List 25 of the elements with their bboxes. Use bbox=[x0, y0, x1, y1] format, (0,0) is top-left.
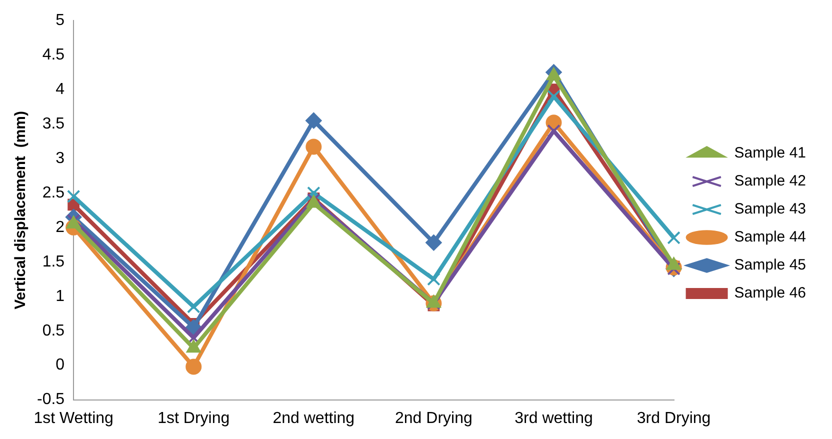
x-tick-label: 2nd wetting bbox=[272, 410, 355, 427]
y-tick-label: 3.5 bbox=[42, 115, 65, 132]
legend-label: Sample 43 bbox=[734, 200, 806, 218]
y-axis-title: Vertical displacement (mm) bbox=[12, 110, 30, 310]
x-tick-label: 1st Wetting bbox=[34, 410, 114, 427]
y-tick-label: 4 bbox=[56, 80, 65, 98]
x-tick-label: 2nd Drying bbox=[395, 410, 472, 427]
legend-label: Sample 45 bbox=[734, 256, 806, 274]
y-tick-label: 5 bbox=[56, 12, 65, 30]
y-tick-label: 0.5 bbox=[42, 322, 65, 340]
x-tick-label: 1st Drying bbox=[158, 410, 230, 427]
legend-label: Sample 42 bbox=[734, 172, 806, 190]
y-tick-label: 1 bbox=[56, 288, 65, 305]
y-tick-label: 2.5 bbox=[42, 184, 65, 202]
x-tick-label: 3rd wetting bbox=[514, 410, 593, 427]
y-tick-label: -0.5 bbox=[36, 391, 65, 408]
legend-label: Sample 44 bbox=[734, 228, 806, 246]
legend-label: Sample 46 bbox=[734, 284, 806, 302]
y-tick-label: 0 bbox=[56, 356, 65, 374]
y-tick-label: 3 bbox=[56, 150, 65, 167]
x-tick-label: 3rd Drying bbox=[636, 410, 711, 427]
legend-label: Sample 41 bbox=[734, 144, 806, 162]
y-tick-label: 2 bbox=[56, 218, 65, 236]
y-tick-label: 4.5 bbox=[42, 46, 65, 64]
y-tick-label: 1.5 bbox=[42, 253, 65, 270]
